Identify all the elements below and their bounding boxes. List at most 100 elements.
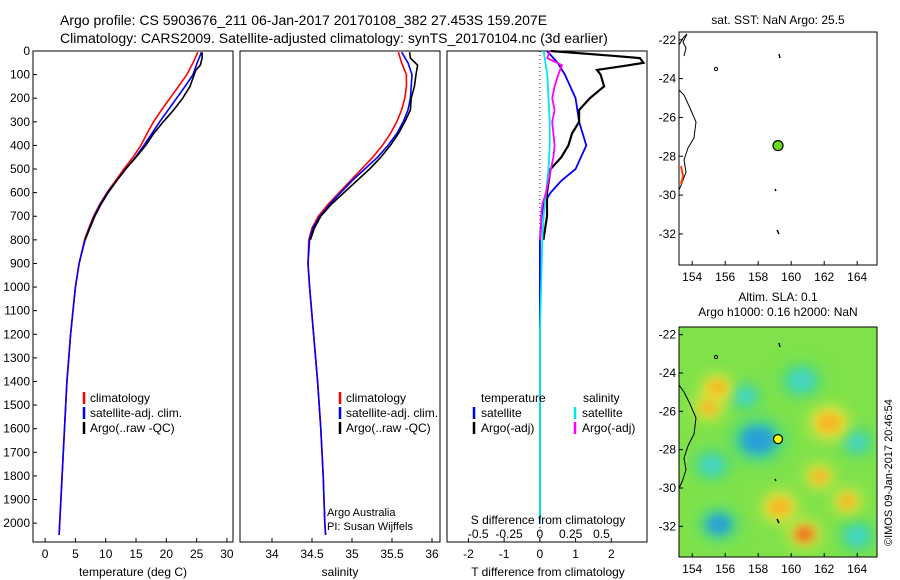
sst-map-tick-labels: 154 156 158 160 162 164 -22 -24 -26 -28 -30 -32 [659,33,868,284]
map-x-tick-label: 156 [715,562,735,576]
profile-line-1 [58,51,203,535]
profile-line-0 [58,51,199,535]
x-tick-label: 0 [537,547,544,561]
y-tick-label: 1600 [3,422,30,436]
sla-anomalies [694,364,875,551]
coast-marker [680,165,685,185]
y-tick-label: 500 [10,162,30,176]
legend-label: Argo(-adj) [481,421,534,435]
y-tick-label: 1100 [4,304,30,318]
sla-anomaly [707,380,727,397]
coastline [679,384,697,489]
sla-anomaly [838,494,856,509]
legend-label: Argo(..raw -QC) [90,421,175,435]
imos-watermark: ©IMOS 09-Jan-2017 20:46:54 [883,399,895,546]
x-tick-label: 5 [72,547,79,561]
y-tick-label: 1200 [3,327,30,341]
s-tick-label: 0 [537,527,544,541]
sla-anomaly [768,498,791,517]
map-y-tick-label: -32 [659,519,677,533]
y-tick-label: 1000 [3,280,30,294]
x-tick-label: 2 [608,547,615,561]
sla-map-panel: Altim. SLA: 0.1 Argo h1000: 0.16 h2000: … [659,290,878,576]
island-marker [776,518,780,524]
x-tick-label: -2 [463,547,474,561]
y-tick-label: 700 [10,209,30,223]
map-y-tick-label: -28 [659,443,677,457]
y-tick-label: 200 [10,91,30,105]
legend-title: temperature [481,391,546,405]
difference-plot-frame [446,50,648,543]
map-y-tick-label: -30 [659,481,677,495]
map-y-tick-label: -26 [659,110,677,124]
y-tick-label: 1300 [3,351,30,365]
map-x-tick-label: 158 [748,270,768,284]
difference-line-3 [539,50,564,240]
legend-label: Argo(-adj) [582,421,635,435]
y-tick-label: 1500 [3,398,30,412]
map-x-tick-label: 154 [682,270,702,284]
float-position-marker [772,434,784,445]
island-marker [774,478,777,482]
temperature-panel: 0100200300400500600700800900100011001200… [3,44,234,579]
x-tick-label: 25 [190,547,204,561]
s-difference-label: S difference from climatology [471,513,626,527]
temperature-tick-labels: 0 5 10 15 20 25 30 [42,538,234,561]
s-tick-label: -0.25 [495,527,523,541]
island-marker [713,354,719,360]
map-y-tick-label: -22 [659,328,677,342]
x-tick-label: 10 [99,547,113,561]
difference-profiles [539,49,646,524]
map-x-tick-label: 162 [814,562,834,576]
difference-legend: temperature salinitysatelliteArgo(-adj)sa… [472,391,635,435]
island-marker [774,188,777,192]
sla-anomaly [740,426,776,454]
depth-tick-labels: 0 100 200 300 400 500 600 700 800 900 1000 1100 1200… [3,44,37,530]
sst-map-title: sat. SST: NaN Argo: 25.5 [711,13,845,27]
sla-anomaly [735,388,755,404]
sla-field [679,327,877,557]
sla-anomaly [794,526,815,542]
y-tick-label: 300 [10,115,30,129]
map-x-tick-label: 160 [781,562,801,576]
difference-panel: -2 -1 0 1 2 -0.5 -0.25 0 0.25 0.5 S difference f… [446,49,648,579]
t-difference-tick-labels: -2 -1 0 1 2 [463,538,615,561]
header-line-1: Argo profile: CS 5903676_211 06-Jan-2017… [60,12,547,28]
legend-label: Argo(..raw -QC) [346,421,431,435]
difference-line-1 [542,49,646,240]
sla-anomaly [810,469,828,484]
y-tick-label: 1700 [3,445,30,459]
island-marker [776,229,780,235]
y-tick-label: 100 [10,68,30,82]
sla-map-frame [678,326,878,558]
sla-anomaly [788,370,814,391]
difference-line-2 [539,50,551,524]
y-tick-label: 1400 [3,374,30,388]
x-tick-label: -1 [499,547,510,561]
y-tick-label: 2000 [3,516,30,530]
sla-anomaly [846,527,869,545]
map-x-tick-label: 162 [814,270,834,284]
map-x-tick-label: 158 [748,562,768,576]
sla-map-title-1: Altim. SLA: 0.1 [738,290,818,304]
x-tick-label: 35.5 [380,547,404,561]
x-tick-label: 30 [220,547,234,561]
temperature-plot-frame [32,50,234,543]
legend-label: satellite [481,406,522,420]
salinity-plot-frame [239,50,441,543]
x-tick-label: 20 [160,547,174,561]
x-tick-label: 1 [572,547,579,561]
map-y-tick-label: -22 [659,33,677,47]
sst-map-float [772,139,784,152]
map-x-tick-label: 156 [715,270,735,284]
temperature-xlabel: temperature (deg C) [79,565,187,579]
sla-anomaly [706,514,731,535]
salinity-profiles [307,51,419,535]
x-tick-label: 35 [345,547,359,561]
sla-anomaly [816,412,842,433]
s-tick-label: -0.5 [468,527,489,541]
t-difference-label: T difference from climatology [471,565,625,579]
